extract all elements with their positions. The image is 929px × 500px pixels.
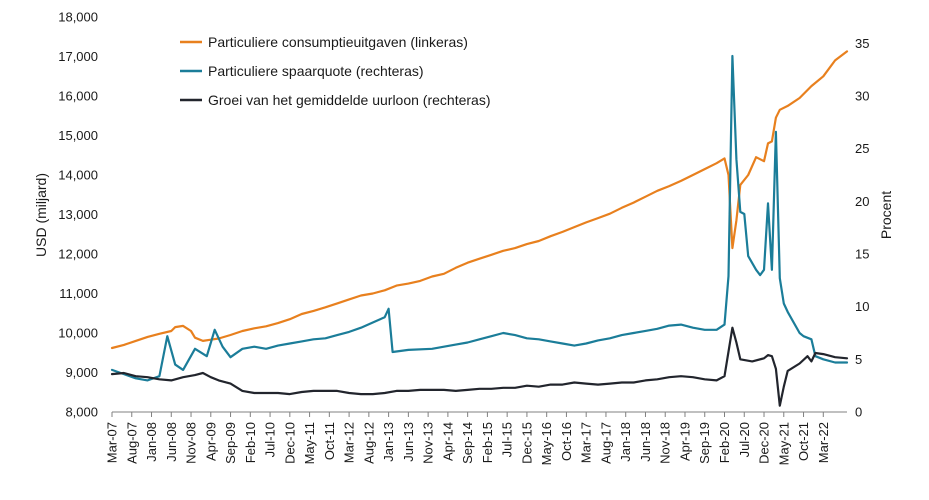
x-tick-label: Sep-19 [697,422,712,464]
x-tick-label: Jun-08 [164,422,179,462]
x-tick-label: May-11 [302,422,317,464]
left-y-tick-label: 9,000 [65,365,98,380]
legend-label: Particuliere consumptieuitgaven (linkera… [208,34,468,50]
x-tick-label: Jul-10 [263,422,278,457]
x-tick-label: Dec-15 [519,422,534,464]
x-tick-label: Jan-18 [618,422,633,462]
right-y-tick-label: 10 [855,299,869,314]
right-y-tick-label: 30 [855,89,869,104]
left-y-tick-label: 13,000 [58,207,98,222]
x-tick-label: Mar-12 [342,422,357,463]
right-y-tick-label: 0 [855,405,862,420]
x-tick-label: Nov-13 [421,422,436,464]
x-tick-label: Aug-07 [124,422,139,464]
x-tick-label: Jan-13 [381,422,396,462]
x-tick-label: Nov-08 [184,422,199,464]
x-tick-label: Apr-14 [440,422,455,461]
right-y-axis: 0 5 10 15 20 25 30 35 [855,36,869,420]
right-y-tick-label: 15 [855,247,869,262]
x-tick-label: Jun-13 [401,422,416,462]
x-tick-label: Oct-21 [796,422,811,461]
x-tick-label: Aug-17 [598,422,613,464]
x-tick-label: Feb-20 [717,422,732,463]
right-y-axis-title: Procent [878,191,894,239]
series-line-3 [110,326,849,407]
x-tick-label: Jul-20 [737,422,752,457]
right-y-tick-label: 20 [855,194,869,209]
left-y-tick-label: 14,000 [58,168,98,183]
left-y-axis-title: USD (miljard) [33,173,49,257]
x-tick-label: Sep-09 [223,422,238,464]
legend-label: Groei van het gemiddelde uurloon (rechte… [208,92,491,108]
x-tick-label: Mar-07 [105,422,120,463]
x-tick-label: Apr-09 [203,422,218,461]
x-tick-label: Sep-14 [460,422,475,464]
x-axis: Mar-07 Aug-07 Jan-08 Jun-08 Nov-08 Apr-09 Sep-… [105,412,831,465]
left-y-axis: 8,000 9,000 10,000 11,000 12,000 13,000 14,000… [58,10,98,420]
left-y-tick-label: 11,000 [59,286,98,301]
x-tick-label: Aug-12 [361,422,376,464]
x-tick-label: Feb-10 [243,422,258,463]
left-y-tick-label: 18,000 [58,10,98,25]
x-tick-label: Oct-11 [322,422,337,460]
left-y-tick-label: 8,000 [65,405,98,420]
x-tick-label: Mar-22 [816,422,831,463]
x-tick-label: Jan-08 [144,422,159,462]
x-tick-label: May-21 [776,422,791,465]
x-tick-label: Jun-18 [638,422,653,462]
x-tick-label: Dec-10 [282,422,297,464]
x-tick-label: Nov-18 [658,422,673,464]
legend-label: Particuliere spaarquote (rechteras) [208,63,424,79]
left-y-tick-label: 17,000 [58,49,98,64]
right-y-tick-label: 5 [855,352,862,367]
x-tick-label: Oct-16 [559,422,574,461]
x-tick-label: Feb-15 [480,422,495,463]
x-tick-label: Jul-15 [500,422,515,457]
x-tick-label: Dec-20 [757,422,772,464]
left-y-tick-label: 12,000 [58,247,98,262]
left-y-tick-label: 16,000 [58,89,98,104]
x-tick-label: Mar-17 [579,422,594,463]
left-y-tick-label: 10,000 [58,326,98,341]
left-y-tick-label: 15,000 [58,128,98,143]
right-y-tick-label: 35 [855,36,869,51]
x-tick-label: May-16 [539,422,554,465]
series-lines [110,50,849,407]
right-y-tick-label: 25 [855,141,869,156]
x-tick-label: Apr-19 [677,422,692,461]
series-line-2 [110,54,849,382]
legend: Particuliere consumptieuitgaven (linkera… [180,34,491,108]
